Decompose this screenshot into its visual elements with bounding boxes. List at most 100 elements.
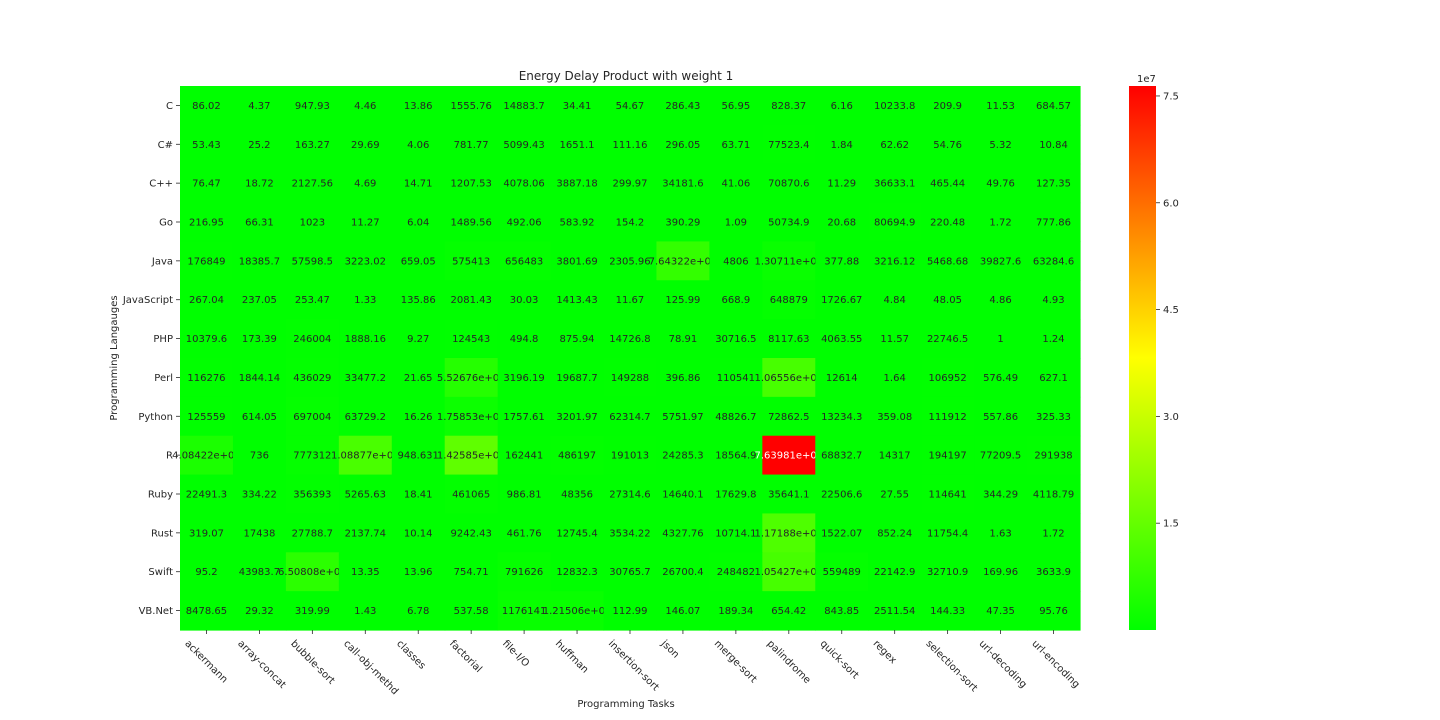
cell-label: 1413.43 xyxy=(556,295,597,306)
heatmap-cell xyxy=(550,435,605,476)
heatmap-cell xyxy=(921,591,975,631)
heatmap-cell xyxy=(444,202,499,243)
heatmap-cell xyxy=(391,86,446,126)
x-tick-label: quick-sort xyxy=(818,638,861,681)
cell-label: 559489 xyxy=(823,567,861,578)
cell-label: 173.39 xyxy=(242,334,277,345)
cell-label: 627.1 xyxy=(1039,373,1068,384)
x-tick-label: ackermann xyxy=(182,638,229,685)
chart-title: Energy Delay Product with weight 1 xyxy=(519,69,734,83)
cell-label: 684.57 xyxy=(1036,101,1071,112)
cell-label: 2305.96 xyxy=(609,256,650,267)
heatmap-cell xyxy=(709,280,763,320)
heatmap-cell xyxy=(921,513,975,553)
cell-label: 11.53 xyxy=(986,101,1015,112)
cell-label: 4063.55 xyxy=(821,334,862,345)
heatmap-cell xyxy=(550,357,605,398)
cell-label: 18564.9 xyxy=(715,451,756,462)
cell-label: 777.86 xyxy=(1036,217,1071,228)
heatmap-cell xyxy=(338,86,393,126)
colorbar-tick-label: 3.0 xyxy=(1163,412,1179,423)
cell-label: 176849 xyxy=(187,256,225,267)
heatmap-cell xyxy=(815,319,869,359)
cell-label: 116276 xyxy=(187,373,225,384)
cell-label: 1.33 xyxy=(354,295,376,306)
heatmap-cell xyxy=(180,474,234,515)
heatmap-cell xyxy=(1027,163,1081,204)
heatmap-cell xyxy=(656,591,710,631)
cell-label: 194197 xyxy=(929,451,967,462)
cell-label: 189.34 xyxy=(718,606,753,617)
x-tick-label: array-concat xyxy=(235,638,287,690)
cell-label: 63729.2 xyxy=(345,412,386,423)
cell-label: 396.86 xyxy=(665,373,700,384)
heatmap-cell xyxy=(232,357,287,398)
heatmap-cell xyxy=(444,319,499,359)
cell-label: 1.63 xyxy=(989,528,1011,539)
heatmap-cell xyxy=(762,163,816,204)
cell-label: 1.24 xyxy=(1042,334,1064,345)
cell-label: 216.95 xyxy=(189,217,224,228)
cell-label: 10233.8 xyxy=(874,101,915,112)
cell-label: 668.9 xyxy=(722,295,751,306)
heatmap-cell xyxy=(709,591,763,631)
heatmap-cell xyxy=(550,163,605,204)
x-tick-label: call-obj-methd xyxy=(341,638,400,697)
heatmap-cell xyxy=(921,124,975,165)
heatmap-cell xyxy=(709,357,763,398)
cell-label: 21.65 xyxy=(404,373,433,384)
heatmap-cell xyxy=(550,591,605,631)
heatmap-cell xyxy=(974,591,1028,631)
cell-label: 575413 xyxy=(452,256,490,267)
heatmap-cell xyxy=(391,163,446,204)
heatmap-cell xyxy=(656,552,710,592)
cell-label: 1.84 xyxy=(831,140,853,151)
heatmap-cell xyxy=(762,513,816,553)
heatmap-cell xyxy=(974,124,1028,165)
colorbar-ticks: 1.5 3.0 4.5 6.0 7.5 xyxy=(1156,91,1179,530)
heatmap-cell xyxy=(285,163,340,204)
heatmap-cell xyxy=(762,552,816,592)
cell-label: 56.95 xyxy=(722,101,751,112)
cell-label: 461.76 xyxy=(507,528,542,539)
heatmap-cell xyxy=(868,591,922,631)
heatmap-cell xyxy=(1027,435,1081,476)
x-tick-label: factorial xyxy=(447,638,484,675)
cell-label: 27.55 xyxy=(880,489,909,500)
heatmap-cell xyxy=(391,241,446,281)
heatmap-cell xyxy=(656,86,710,126)
cell-label: 1.30711e+06 xyxy=(755,256,824,267)
heatmap-cell xyxy=(550,396,605,437)
cell-label: 4.37 xyxy=(248,101,270,112)
heatmap-cell xyxy=(338,591,393,631)
x-tick-label: classes xyxy=(394,638,427,671)
cell-label: 3801.69 xyxy=(556,256,597,267)
heatmap-cell xyxy=(338,513,393,553)
heatmap-cell xyxy=(550,86,605,126)
heatmap-cell xyxy=(444,86,499,126)
cell-label: 30.03 xyxy=(510,295,539,306)
heatmap-cell xyxy=(921,319,975,359)
heatmap-cell xyxy=(868,435,922,476)
heatmap-cell xyxy=(709,474,763,515)
heatmap-cell xyxy=(921,396,975,437)
heatmap-cell xyxy=(338,241,393,281)
heatmap-cell xyxy=(285,357,340,398)
heatmap-cell xyxy=(656,163,710,204)
heatmap-cell xyxy=(815,474,869,515)
cell-label: 947.93 xyxy=(295,101,330,112)
heatmap-cell xyxy=(497,552,552,592)
heatmap-cell xyxy=(497,396,552,437)
cell-label: 736 xyxy=(250,451,269,462)
cell-label: 16.26 xyxy=(404,412,433,423)
heatmap-cell xyxy=(550,202,605,243)
y-tick-labels: C C# C++ Go Java JavaScript PHP Perl Python R Ruby… xyxy=(122,101,180,617)
x-tick-label: insertion-sort xyxy=(606,638,661,693)
cell-label: 68832.7 xyxy=(821,451,862,462)
cell-label: 11754.4 xyxy=(927,528,968,539)
heatmap-cell xyxy=(232,591,287,631)
cell-label: 11.57 xyxy=(880,334,909,345)
cell-label: 12614 xyxy=(826,373,858,384)
cell-label: 1555.76 xyxy=(450,101,491,112)
